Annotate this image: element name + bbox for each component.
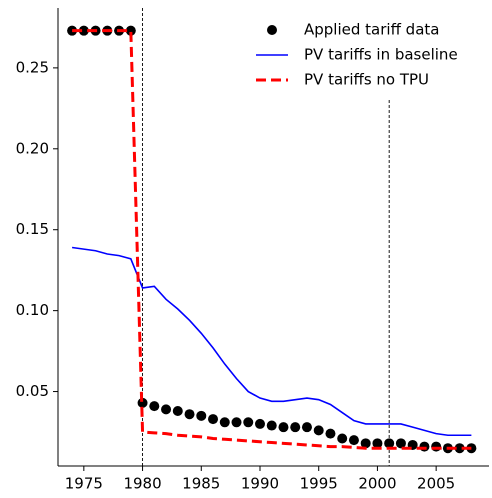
- x-tick-label: 2000: [358, 475, 396, 493]
- data-point: [348, 435, 359, 446]
- x-tick-label: 2005: [417, 475, 455, 493]
- data-point: [219, 417, 230, 428]
- data-point: [172, 405, 183, 416]
- data-point: [184, 409, 195, 420]
- data-point: [395, 438, 406, 449]
- x-tick-label: 1980: [123, 475, 161, 493]
- y-tick-label: 0.20: [16, 139, 49, 157]
- y-tick-label: 0.10: [16, 301, 49, 319]
- data-point: [431, 441, 442, 452]
- legend-label: PV tariffs no TPU: [304, 71, 429, 89]
- series-line: [71, 246, 472, 437]
- legend-marker: [267, 25, 277, 35]
- x-tick-label: 1995: [300, 475, 338, 493]
- data-point: [266, 420, 277, 431]
- data-point: [313, 425, 324, 436]
- data-point: [290, 422, 301, 433]
- data-point: [149, 401, 160, 412]
- x-tick-label: 1990: [241, 475, 279, 493]
- data-point: [301, 422, 312, 433]
- data-point: [231, 417, 242, 428]
- data-point: [325, 428, 336, 439]
- data-point: [208, 414, 219, 425]
- y-tick-label: 0.15: [16, 220, 49, 238]
- data-point: [372, 438, 383, 449]
- legend-label: Applied tariff data: [304, 21, 439, 39]
- data-point: [360, 438, 371, 449]
- y-tick-label: 0.25: [16, 58, 49, 76]
- data-point: [196, 410, 207, 421]
- data-point: [161, 404, 172, 415]
- series-line: [72, 29, 472, 450]
- y-tick-label: 0.05: [16, 382, 49, 400]
- data-point: [125, 25, 136, 36]
- x-tick-label: 1985: [182, 475, 220, 493]
- data-point: [137, 397, 148, 408]
- data-point: [243, 417, 254, 428]
- data-point: [419, 441, 430, 452]
- legend-label: PV tariffs in baseline: [304, 46, 458, 64]
- data-point: [254, 418, 265, 429]
- data-point: [384, 438, 395, 449]
- data-point: [78, 25, 89, 36]
- x-tick-label: 1975: [65, 475, 103, 493]
- data-point: [454, 443, 465, 454]
- data-point: [337, 433, 348, 444]
- data-point: [278, 422, 289, 433]
